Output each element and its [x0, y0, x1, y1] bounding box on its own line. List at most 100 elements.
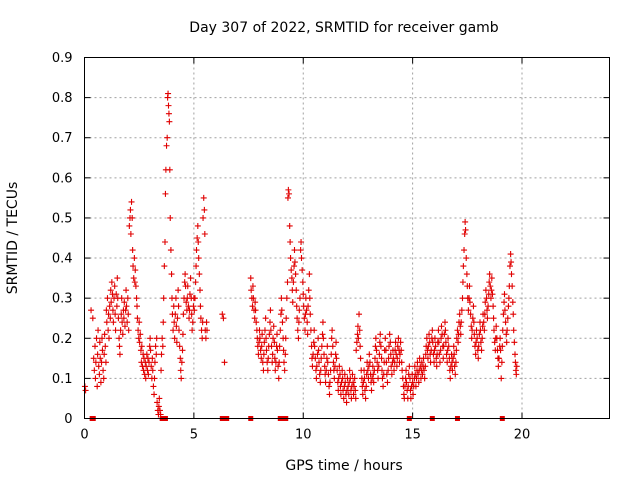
data-point: [377, 343, 384, 350]
data-point: [267, 307, 274, 314]
data-point: [447, 375, 454, 382]
data-point: [201, 230, 208, 237]
x-tick-label: 20: [514, 428, 531, 443]
data-point: [136, 319, 143, 326]
data-point: [130, 275, 137, 282]
data-point: [161, 263, 168, 270]
data-point: [277, 311, 284, 318]
data-point: [122, 307, 129, 314]
data-point: [287, 239, 294, 246]
data-point: [407, 395, 414, 402]
data-point: [488, 287, 495, 294]
data-point: [482, 287, 489, 294]
data-point: [188, 311, 195, 318]
x-tick-label: 10: [295, 428, 312, 443]
data-point: [197, 315, 204, 322]
data-point: [257, 347, 264, 354]
data-point: [109, 307, 116, 314]
data-point: [445, 335, 452, 342]
y-tick-label: 0.1: [52, 372, 73, 387]
data-point: [191, 295, 198, 302]
data-point: [269, 351, 276, 358]
data-point: [357, 343, 364, 350]
data-point: [151, 375, 158, 382]
data-point: [250, 295, 257, 302]
data-point: [291, 259, 298, 266]
data-point: [431, 335, 438, 342]
data-point: [385, 367, 392, 374]
data-point: [378, 355, 385, 362]
data-point: [275, 375, 282, 382]
data-point: [411, 363, 418, 370]
data-point: [384, 379, 391, 386]
data-point: [307, 311, 314, 318]
data-point: [466, 283, 473, 290]
data-point: [441, 331, 448, 338]
data-point: [279, 319, 286, 326]
data-point: [277, 327, 284, 334]
data-point: [391, 367, 398, 374]
data-point: [351, 383, 357, 390]
data-point: [132, 283, 139, 290]
data-point: [163, 142, 170, 149]
data-point: [134, 303, 140, 310]
data-point: [346, 367, 353, 374]
data-point: [293, 303, 300, 310]
data-point: [407, 387, 414, 394]
data-point: [317, 367, 324, 374]
data-point: [89, 315, 96, 322]
data-point: [425, 343, 432, 350]
data-point: [118, 295, 125, 302]
data-point: [484, 307, 490, 314]
data-point: [330, 359, 337, 366]
data-point: [101, 331, 108, 338]
data-point: [194, 222, 201, 229]
data-point: [91, 367, 98, 374]
data-point: [183, 299, 190, 306]
data-point: [497, 347, 504, 354]
data-point: [272, 367, 279, 374]
data-point: [477, 339, 484, 346]
data-point: [97, 355, 104, 362]
data-point: [465, 307, 472, 314]
data-point: [453, 335, 460, 342]
data-point: [130, 263, 137, 270]
data-point: [324, 343, 331, 350]
data-point: [103, 319, 110, 326]
data-point: [113, 291, 120, 298]
data-point: [190, 303, 197, 310]
data-point: [262, 315, 269, 322]
data-point: [478, 347, 485, 354]
data-point: [255, 351, 262, 358]
data-point: [388, 363, 395, 370]
data-point: [458, 307, 465, 314]
data-point: [484, 315, 491, 322]
y-tick-label: 0.9: [52, 51, 73, 66]
data-point: [286, 190, 293, 197]
data-point: [165, 110, 172, 117]
data-point: [149, 355, 156, 362]
data-point: [512, 351, 518, 358]
data-point: [310, 339, 317, 346]
data-point: [450, 355, 457, 362]
data-point: [297, 247, 304, 254]
data-point: [328, 335, 335, 342]
data-point: [303, 307, 310, 314]
data-point: [150, 383, 157, 390]
data-point: [398, 359, 405, 366]
data-point: [283, 295, 290, 302]
data-point: [165, 102, 172, 109]
data-point: [410, 391, 417, 398]
data-point: [176, 327, 182, 334]
data-point: [392, 339, 399, 346]
data-point: [175, 287, 182, 294]
data-point: [412, 383, 419, 390]
data-point: [162, 190, 169, 197]
data-point: [459, 279, 466, 286]
data-point: [431, 347, 438, 354]
data-point: [357, 355, 364, 362]
data-point: [312, 355, 319, 362]
data-point: [179, 331, 186, 338]
data-point: [276, 343, 283, 350]
data-point: [282, 351, 289, 358]
